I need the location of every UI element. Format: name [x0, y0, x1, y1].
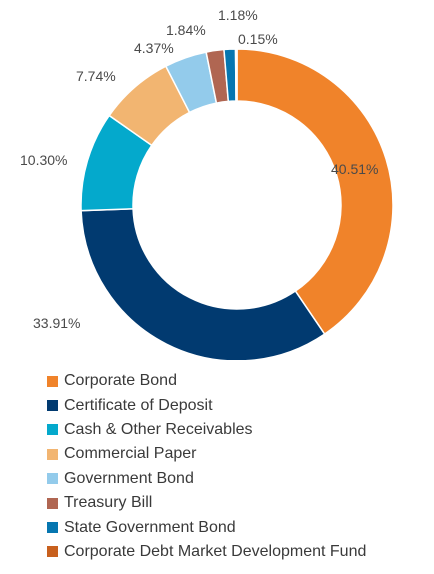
slice-corporate-bond [236, 48, 394, 336]
legend-swatch [47, 497, 58, 509]
slice-label-state-government-bond: 1.18% [218, 7, 258, 23]
legend-swatch [47, 375, 58, 387]
legend-swatch [47, 448, 58, 460]
slice-labels: 40.51% 33.91% 10.30% 7.74% 4.37% 1.84% 1.18% 0.… [20, 7, 378, 331]
legend-item: Treasury Bill [47, 491, 366, 515]
legend-item: Cash & Other Receivables [47, 418, 366, 442]
legend-item: Government Bond [47, 467, 366, 491]
slice-label-cash-other-receivables: 10.30% [20, 152, 67, 168]
legend-swatch [47, 424, 58, 436]
slice-label-certificate-of-deposit: 33.91% [33, 315, 80, 331]
legend-label: Cash & Other Receivables [64, 420, 253, 438]
legend-swatch [47, 522, 58, 534]
legend-label: Treasury Bill [64, 494, 153, 512]
slice-label-commercial-paper: 7.74% [76, 68, 116, 84]
legend-label: Commercial Paper [64, 445, 197, 463]
legend-swatch [47, 473, 58, 485]
slice-label-treasury-bill: 1.84% [166, 22, 206, 38]
legend-item: Certificate of Deposit [47, 393, 366, 417]
legend-label: Certificate of Deposit [64, 396, 213, 414]
legend-label: State Government Bond [64, 518, 236, 536]
slice-certificate-of-deposit [80, 208, 326, 360]
slice-label-corporate-bond: 40.51% [331, 161, 378, 177]
legend-label: Corporate Bond [64, 372, 177, 390]
legend-item: Commercial Paper [47, 442, 366, 466]
slice-corporate-debt-market-development-fund [234, 48, 238, 102]
donut-chart: 40.51% 33.91% 10.30% 7.74% 4.37% 1.84% 1.18% 0.… [20, 7, 394, 360]
legend-item: State Government Bond [47, 515, 366, 539]
legend-swatch [47, 546, 58, 558]
legend-item: Corporate Bond [47, 369, 366, 393]
donut-slices [80, 48, 394, 360]
legend-item: Corporate Debt Market Development Fund [47, 540, 366, 564]
legend-label: Government Bond [64, 469, 194, 487]
legend-swatch [47, 400, 58, 412]
slice-label-corporate-debt-market-development-fund: 0.15% [238, 31, 278, 47]
legend-label: Corporate Debt Market Development Fund [64, 542, 367, 560]
chart-legend: Corporate Bond Certificate of Deposit Cash… [47, 369, 366, 564]
slice-label-government-bond: 4.37% [134, 40, 174, 56]
